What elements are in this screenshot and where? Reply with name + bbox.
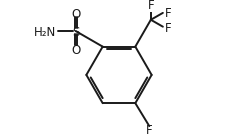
Text: F: F [165,7,172,20]
Text: F: F [146,124,153,137]
Text: O: O [71,44,80,57]
Text: H₂N: H₂N [34,26,56,39]
Text: O: O [71,8,80,21]
Text: F: F [148,0,154,12]
Text: S: S [72,26,79,39]
Text: F: F [165,22,172,35]
